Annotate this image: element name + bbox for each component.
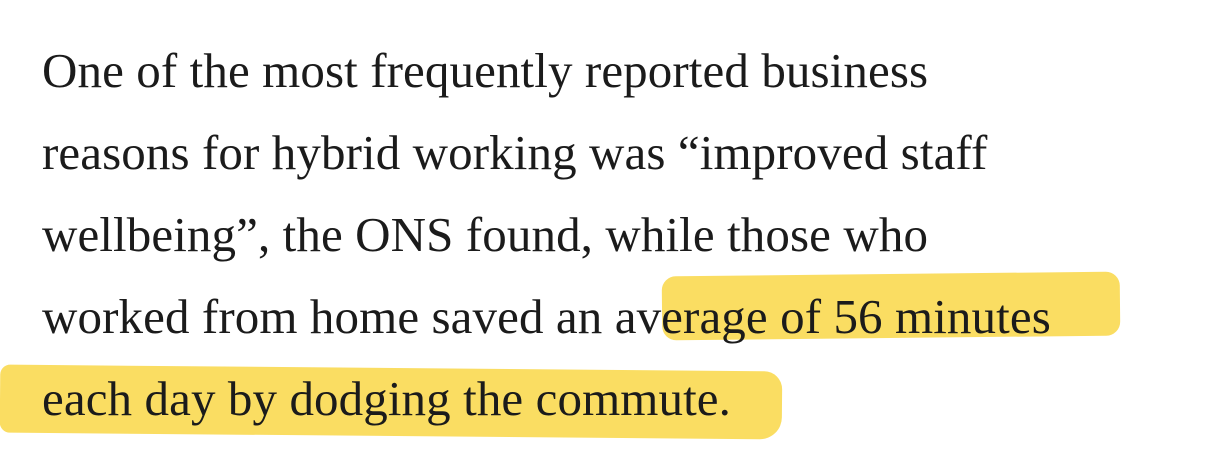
paragraph-line: each day by dodging the commute.: [42, 371, 732, 426]
paragraph-line: One of the most frequently reported busi…: [42, 43, 929, 98]
paragraph-line: worked from home saved an average of 56 …: [42, 289, 1051, 344]
paragraph-line: wellbeing”, the ONS found, while those w…: [42, 207, 929, 262]
article-paragraph: One of the most frequently reported busi…: [42, 30, 1212, 440]
paragraph-line: reasons for hybrid working was “improved…: [42, 125, 988, 180]
